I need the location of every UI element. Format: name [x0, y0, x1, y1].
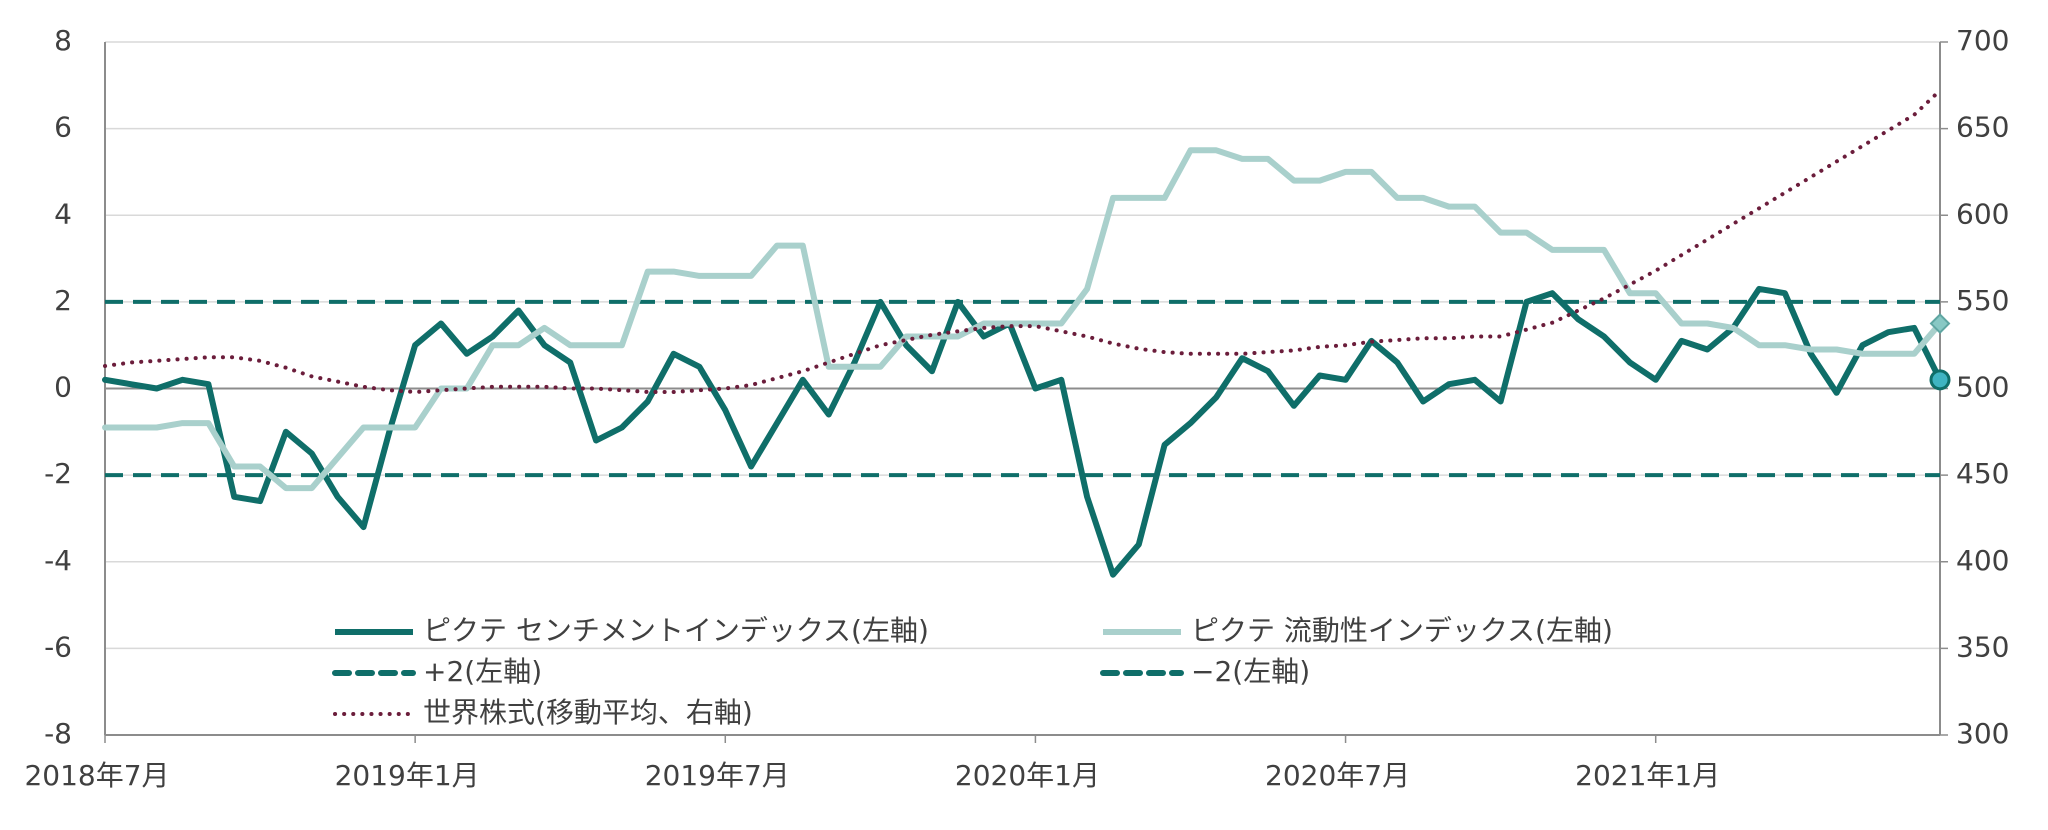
y2-tick-label: 300: [1956, 717, 2009, 750]
x-tick-label: 2020年7月: [1265, 759, 1410, 792]
legend-label: −2(左軸): [1191, 655, 1310, 688]
y-tick-label: 0: [54, 371, 72, 404]
legend-label: ピクテ 流動性インデックス(左軸): [1191, 614, 1613, 647]
y2-tick-label: 400: [1956, 544, 2009, 577]
x-tick-label: 2020年1月: [955, 759, 1100, 792]
end-marker: [1929, 313, 1951, 334]
y2-tick-label: 550: [1956, 284, 2009, 317]
y-tick-label: 6: [54, 111, 72, 144]
end-marker: [1929, 369, 1951, 391]
legend-label: +2(左軸): [423, 655, 542, 688]
x-tick-label: 2019年7月: [645, 759, 790, 792]
series-line: [102, 285, 1943, 578]
y-tick-label: -2: [44, 457, 72, 490]
x-tick-label: 2021年1月: [1575, 759, 1720, 792]
y2-tick-label: 650: [1956, 111, 2009, 144]
series-line: [102, 147, 1943, 492]
y-tick-label: -4: [44, 544, 72, 577]
y2-tick-label: 700: [1956, 24, 2009, 57]
y-tick-label: 2: [54, 284, 72, 317]
y2-tick-label: 500: [1956, 371, 2009, 404]
x-tick-label: 2019年1月: [335, 759, 480, 792]
y-tick-label: -8: [44, 717, 72, 750]
y2-tick-label: 450: [1956, 457, 2009, 490]
y-tick-label: 4: [54, 197, 72, 230]
legend-label: ピクテ センチメントインデックス(左軸): [423, 614, 929, 647]
y-tick-label: 8: [54, 24, 72, 57]
x-tick-label: 2018年7月: [24, 759, 169, 792]
legend-label: 世界株式(移動平均、右軸): [423, 696, 753, 729]
y2-tick-label: 600: [1956, 197, 2009, 230]
y-tick-label: -6: [44, 630, 72, 663]
y2-tick-label: 350: [1956, 630, 2009, 663]
series-line: [103, 88, 1942, 394]
